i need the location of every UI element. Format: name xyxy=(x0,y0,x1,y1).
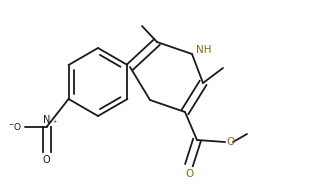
Text: O: O xyxy=(226,137,234,147)
Text: $^{-}$O: $^{-}$O xyxy=(9,121,23,132)
Text: NH: NH xyxy=(196,45,211,55)
Text: O: O xyxy=(185,169,193,179)
Text: O: O xyxy=(43,155,50,165)
Text: $^{+}$: $^{+}$ xyxy=(52,120,57,126)
Text: N: N xyxy=(43,115,50,125)
